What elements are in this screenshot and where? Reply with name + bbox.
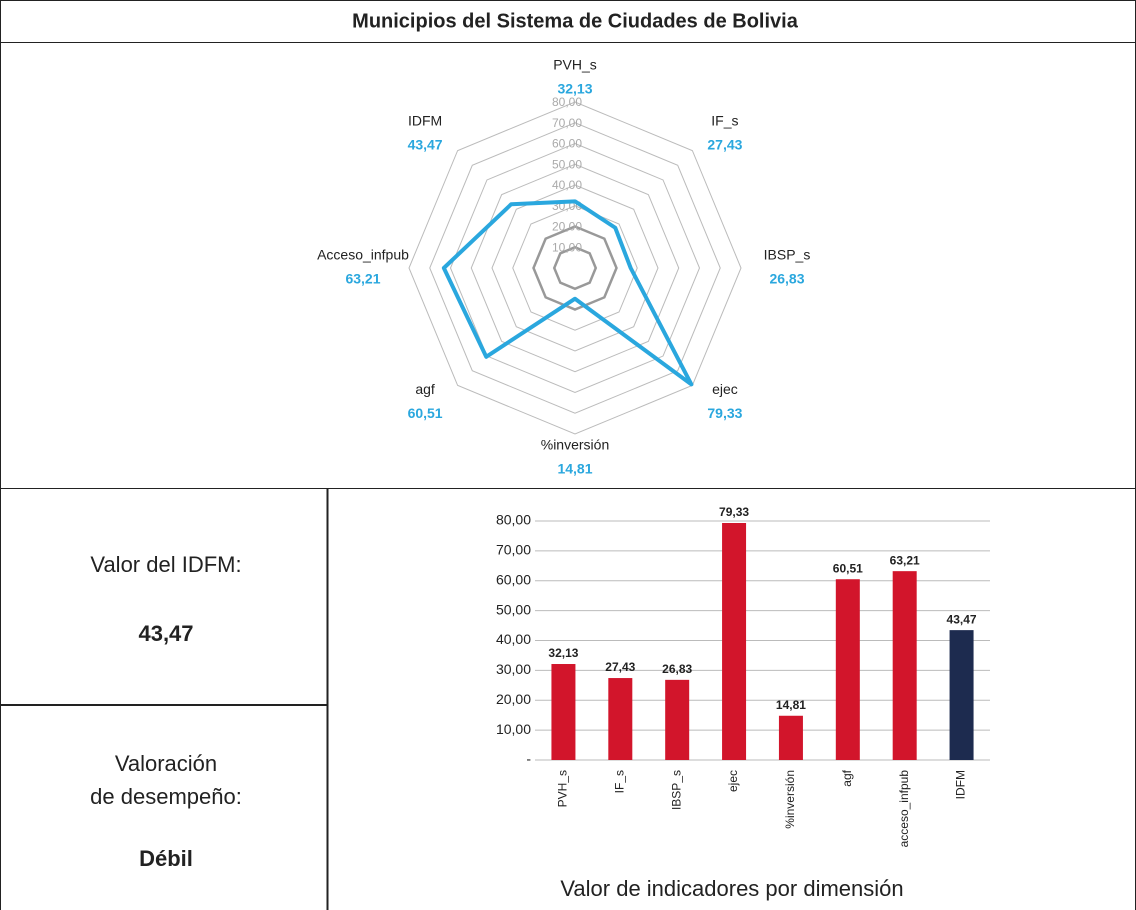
grid-ring <box>552 245 598 291</box>
value-label: 26,83 <box>769 271 804 287</box>
x-tick-label: acceso_infpub <box>897 770 911 848</box>
grid-ring <box>470 163 680 373</box>
page-title: Municipios del Sistema de Ciudades de Bo… <box>352 10 799 32</box>
r-tick-label: 50,00 <box>552 157 582 171</box>
rating-value: Débil <box>139 846 193 871</box>
value-label: 27,43 <box>605 660 635 674</box>
axis-label: %inversión <box>541 437 609 453</box>
axis-label: PVH_s <box>553 57 597 73</box>
bar <box>835 579 860 760</box>
bar <box>892 571 917 760</box>
grid-ring <box>512 205 638 331</box>
idfm-label: Valor del IDFM: <box>90 552 241 577</box>
grid-ring <box>449 142 701 394</box>
x-tick-label: ejec <box>726 770 740 792</box>
x-tick-label: IBSP_s <box>669 770 683 810</box>
bar <box>949 630 974 760</box>
value-label: 60,51 <box>833 561 863 575</box>
value-label: 14,81 <box>776 698 806 712</box>
r-tick-label: 80,00 <box>552 95 582 109</box>
axis-label: ejec <box>712 381 738 397</box>
y-tick-label: 10,00 <box>496 721 531 737</box>
value-label: 27,43 <box>707 136 742 152</box>
idfm-value: 43,47 <box>138 621 193 646</box>
value-label: 63,21 <box>890 553 920 567</box>
x-tick-label: IF_s <box>612 770 626 793</box>
bar <box>551 664 576 760</box>
rating-label: Valoración <box>115 751 217 776</box>
bar <box>778 715 803 760</box>
y-tick-label: 50,00 <box>496 601 531 617</box>
chart-title: Valor de indicadores por dimensión <box>560 876 903 901</box>
rating-label: de desempeño: <box>90 784 242 809</box>
value-label: 43,47 <box>947 612 977 626</box>
r-tick-label: 20,00 <box>552 220 582 234</box>
grid-ring <box>491 184 659 352</box>
axis-label: agf <box>415 381 435 397</box>
axis-label: Acceso_infpub <box>317 247 409 263</box>
x-tick-label: %inversión <box>783 770 797 829</box>
y-tick-label: 80,00 <box>496 512 531 528</box>
r-tick-label: 40,00 <box>552 178 582 192</box>
r-tick-label: 70,00 <box>552 116 582 130</box>
x-tick-label: IDFM <box>954 770 968 799</box>
value-label: 26,83 <box>662 662 692 676</box>
x-tick-label: agf <box>840 769 854 786</box>
y-tick-label: 20,00 <box>496 691 531 707</box>
axis-label: IDFM <box>408 112 442 128</box>
bar <box>608 678 633 760</box>
y-tick-label: 70,00 <box>496 542 531 558</box>
radar-line <box>441 199 694 387</box>
axis-label: IF_s <box>711 112 738 128</box>
value-label: 79,33 <box>719 505 749 519</box>
y-tick-label: 40,00 <box>496 631 531 647</box>
axis-label: IBSP_s <box>764 247 811 263</box>
value-label: 63,21 <box>345 271 380 287</box>
grid-ring <box>429 122 721 414</box>
grid-ring <box>532 225 618 311</box>
value-label: 79,33 <box>707 405 742 421</box>
value-label: 14,81 <box>557 461 592 477</box>
bar <box>722 523 747 760</box>
value-label: 32,13 <box>548 646 578 660</box>
r-tick-label: 60,00 <box>552 137 582 151</box>
y-tick-label: - <box>526 751 531 767</box>
y-tick-label: 30,00 <box>496 661 531 677</box>
value-label: 60,51 <box>408 405 443 421</box>
x-tick-label: PVH_s <box>556 770 570 807</box>
value-label: 32,13 <box>557 81 592 97</box>
value-label: 43,47 <box>408 136 443 152</box>
r-tick-label: 10,00 <box>552 240 582 254</box>
grid-ring <box>408 101 742 435</box>
y-tick-label: 60,00 <box>496 571 531 587</box>
bar <box>665 679 690 760</box>
